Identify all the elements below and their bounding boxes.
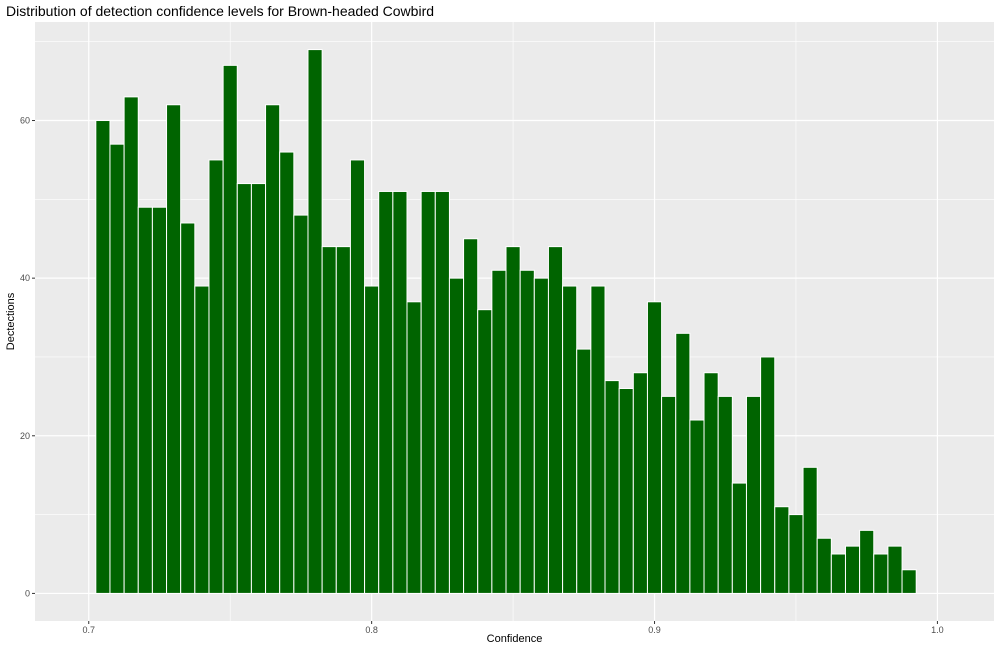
histogram-bar [194,285,210,594]
histogram-bar [364,285,380,594]
x-tick-label: 0.7 [82,625,95,635]
histogram-bar [590,285,606,594]
histogram-bar [448,277,465,594]
histogram-bar [745,395,762,594]
x-tick-label: 0.8 [365,625,378,635]
histogram-bar [802,466,818,594]
histogram-bar [250,183,267,594]
histogram-bar [505,246,521,594]
histogram-bar [392,190,408,594]
histogram-bar [420,190,436,594]
histogram-bar [661,395,677,594]
histogram-bar [675,332,691,594]
histogram-bar [731,482,747,594]
histogram-bar [774,506,790,594]
histogram-bar [547,246,564,594]
histogram-bar [562,285,578,594]
y-tick-label: 40 [20,273,30,283]
histogram-bar [477,309,493,594]
chart-title: Distribution of detection confidence lev… [6,3,435,19]
histogram-bar [349,159,366,594]
histogram-bar [166,104,182,594]
x-axis: 0.7 0.8 0.9 1.0 [82,621,944,635]
histogram-bar [123,96,139,594]
histogram-bar [378,190,394,594]
x-tick-label: 1.0 [931,625,944,635]
y-tick-label: 60 [20,116,30,126]
histogram-bar [844,545,861,594]
histogram-bar [519,269,535,594]
histogram-bar [222,64,238,594]
histogram-bar [109,143,125,594]
histogram-bar [646,301,663,594]
histogram-bar [618,387,634,594]
histogram-bar [137,206,153,594]
x-axis-title: Confidence [487,633,543,645]
histogram-bar [491,269,507,594]
histogram-bar [830,553,846,594]
histogram-bar [265,104,281,594]
histogram-bar [406,301,422,594]
histogram-bar [717,395,733,594]
histogram-bar [279,151,295,594]
histogram-bar [788,514,804,594]
histogram-bar [604,380,620,594]
histogram-bar [208,159,224,594]
histogram-bar [335,246,351,594]
x-tick-label: 0.9 [648,625,661,635]
histogram-bar [236,183,252,594]
y-axis-title: Dectections [5,292,17,350]
histogram-bar [321,246,337,594]
y-tick-label: 20 [20,431,30,441]
histogram-bar [760,356,776,594]
y-tick-label: 0 [25,588,30,598]
histogram-bar [533,277,549,594]
histogram-bar [576,348,592,594]
histogram-bar [151,206,168,594]
histogram-bar [95,120,111,594]
histogram-bar [873,553,889,594]
histogram-bar [293,214,309,594]
histogram-bar [463,238,479,594]
histogram-bar [703,372,719,594]
y-axis: 0 20 40 60 [20,116,35,598]
histogram-bar [180,222,196,594]
histogram-bar [901,569,917,594]
histogram-bar [689,419,705,594]
bars [95,49,917,594]
histogram-bar [816,537,832,594]
histogram-bar [859,529,875,594]
histogram-bar [307,49,323,594]
histogram-bar [887,545,903,594]
histogram-bar [632,372,648,594]
histogram-bar [434,190,450,594]
